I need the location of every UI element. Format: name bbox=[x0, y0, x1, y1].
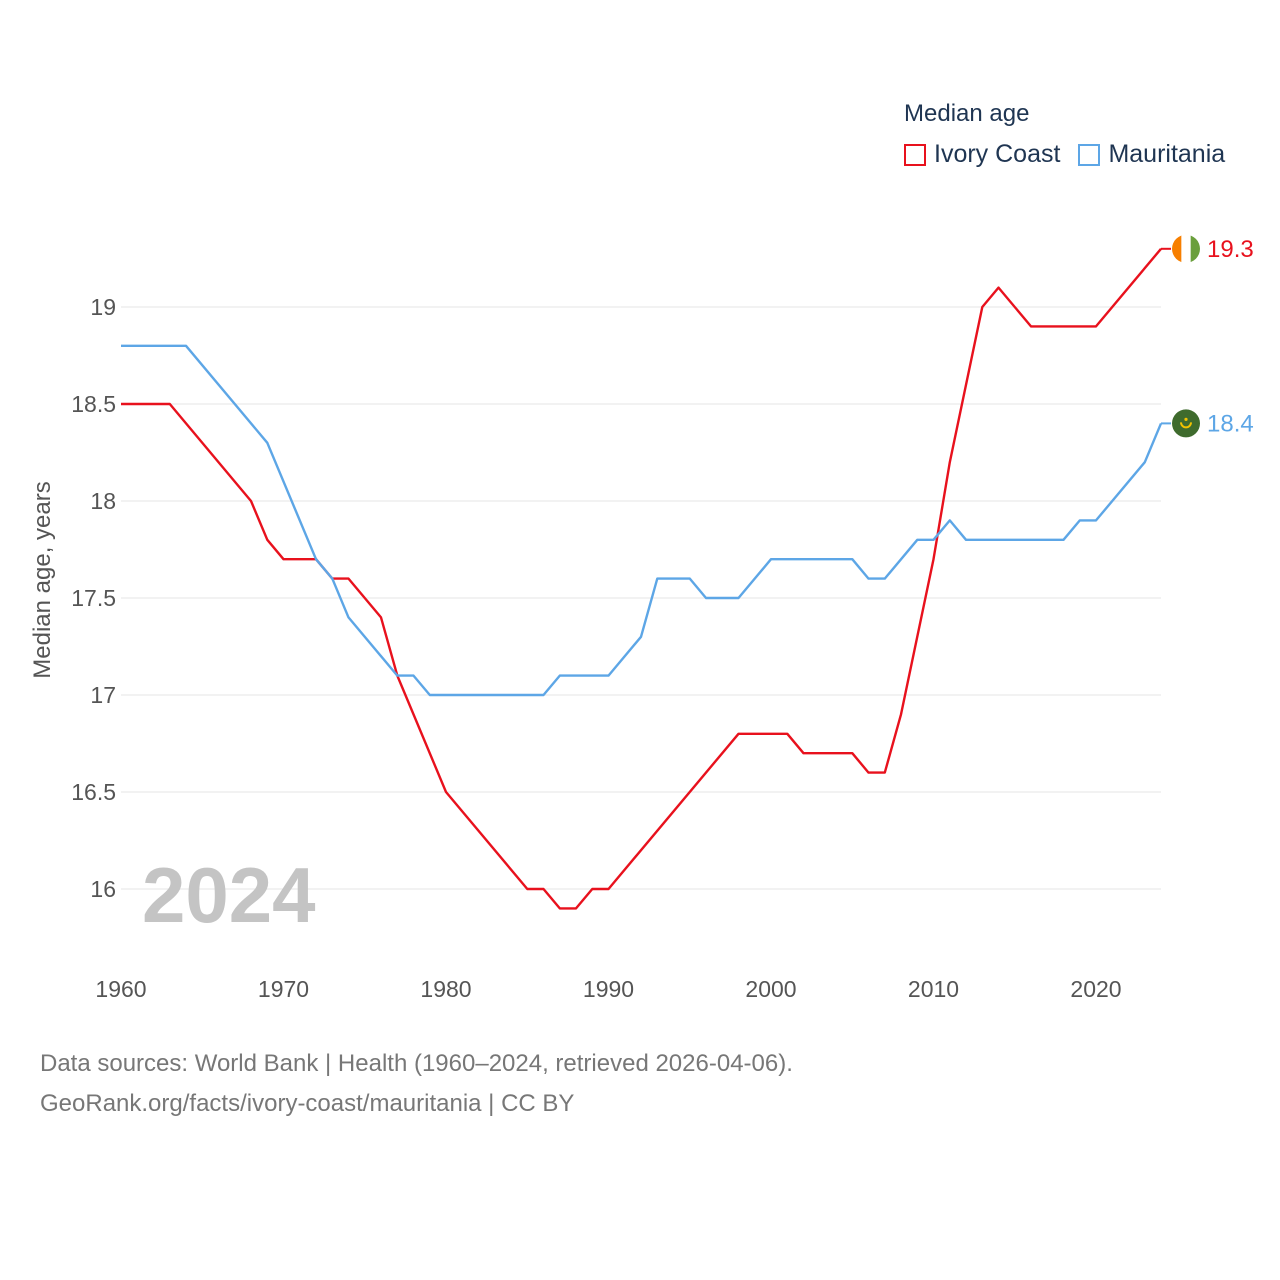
series-end-markers: 19.3 18.4 bbox=[1161, 234, 1254, 438]
x-axis-ticks: 1960 1970 1980 1990 2000 2010 2020 bbox=[95, 976, 1121, 1002]
x-tick-label: 1970 bbox=[258, 976, 309, 1002]
legend-label-mauritania: Mauritania bbox=[1108, 140, 1226, 168]
ivory-coast-flag-icon bbox=[1172, 234, 1200, 263]
source-line-link[interactable]: GeoRank.org/facts/ivory-coast/mauritania… bbox=[40, 1090, 575, 1117]
legend-label-ivory-coast: Ivory Coast bbox=[934, 140, 1061, 168]
y-tick-label: 16.5 bbox=[71, 779, 116, 805]
y-tick-label: 19 bbox=[90, 294, 116, 320]
x-tick-label: 2010 bbox=[908, 976, 959, 1002]
y-tick-label: 16 bbox=[90, 876, 116, 902]
legend-swatch-ivory-coast bbox=[904, 143, 926, 166]
end-value-label: 18.4 bbox=[1207, 410, 1254, 437]
x-tick-label: 1960 bbox=[95, 976, 146, 1002]
legend-items: Ivory Coast Mauritania bbox=[904, 140, 1225, 169]
y-tick-label: 18.5 bbox=[71, 391, 116, 417]
series-lines bbox=[121, 248, 1163, 910]
source-note: Data sources: World Bank | Health (1960–… bbox=[40, 1044, 793, 1124]
x-tick-label: 1990 bbox=[583, 976, 634, 1002]
grid-lines bbox=[121, 306, 1161, 890]
y-tick-label: 17 bbox=[90, 682, 116, 708]
year-watermark: 2024 bbox=[142, 851, 316, 939]
series-line-ivory-coast[interactable] bbox=[121, 248, 1162, 910]
y-axis-label: Median age, years bbox=[29, 481, 56, 678]
x-tick-label: 1980 bbox=[420, 976, 471, 1002]
legend: Median age Ivory Coast Mauritania bbox=[904, 100, 1225, 169]
legend-item-mauritania[interactable]: Mauritania bbox=[1078, 140, 1225, 169]
legend-item-ivory-coast[interactable]: Ivory Coast bbox=[904, 140, 1060, 169]
y-tick-label: 17.5 bbox=[71, 585, 116, 611]
legend-swatch-mauritania bbox=[1078, 143, 1101, 166]
end-value-label: 19.3 bbox=[1207, 236, 1254, 263]
y-axis-ticks: 16 16.5 17 17.5 18 18.5 19 bbox=[71, 294, 116, 902]
x-tick-label: 2020 bbox=[1070, 976, 1121, 1002]
x-tick-label: 2000 bbox=[745, 976, 796, 1002]
source-line-data: Data sources: World Bank | Health (1960–… bbox=[40, 1050, 793, 1077]
y-tick-label: 18 bbox=[90, 488, 116, 514]
series-line-mauritania[interactable] bbox=[121, 344, 1163, 697]
mauritania-flag-icon bbox=[1172, 409, 1200, 438]
legend-title: Median age bbox=[904, 100, 1030, 127]
